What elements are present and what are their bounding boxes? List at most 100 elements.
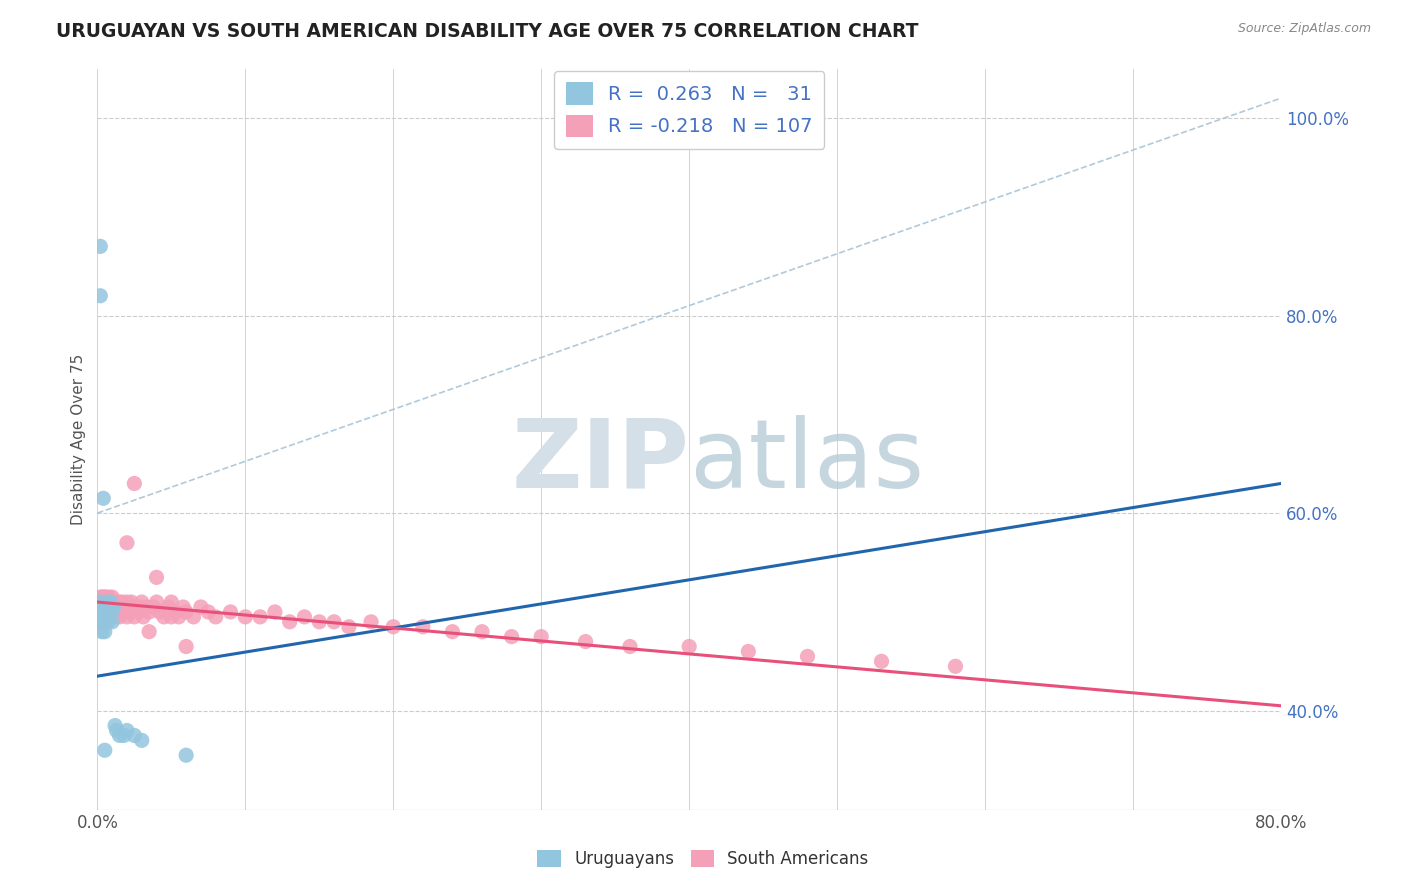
Point bbox=[107, 599, 129, 614]
Point bbox=[153, 610, 176, 624]
Point bbox=[98, 599, 121, 614]
Point bbox=[323, 615, 346, 629]
Point bbox=[90, 610, 112, 624]
Point bbox=[678, 640, 700, 654]
Point bbox=[360, 615, 382, 629]
Point bbox=[530, 630, 553, 644]
Point bbox=[737, 644, 759, 658]
Point bbox=[115, 535, 138, 549]
Point bbox=[100, 605, 122, 619]
Point bbox=[90, 610, 112, 624]
Point bbox=[441, 624, 464, 639]
Point bbox=[337, 620, 360, 634]
Point bbox=[91, 605, 114, 619]
Point bbox=[471, 624, 494, 639]
Point bbox=[131, 733, 153, 747]
Point bbox=[87, 615, 110, 629]
Point bbox=[160, 595, 183, 609]
Point bbox=[89, 590, 111, 604]
Point bbox=[87, 605, 110, 619]
Point bbox=[90, 624, 112, 639]
Point bbox=[117, 599, 139, 614]
Point bbox=[145, 570, 167, 584]
Point bbox=[131, 599, 153, 614]
Point bbox=[104, 718, 127, 732]
Point bbox=[233, 610, 256, 624]
Text: ZIP: ZIP bbox=[512, 415, 689, 508]
Point bbox=[118, 605, 141, 619]
Point bbox=[120, 595, 142, 609]
Point bbox=[91, 491, 114, 506]
Point bbox=[101, 610, 124, 624]
Point bbox=[97, 615, 120, 629]
Point bbox=[90, 590, 112, 604]
Point bbox=[870, 654, 893, 668]
Point bbox=[100, 595, 122, 609]
Point bbox=[94, 599, 117, 614]
Point bbox=[94, 595, 117, 609]
Point bbox=[197, 605, 219, 619]
Point bbox=[91, 599, 114, 614]
Point bbox=[157, 599, 180, 614]
Point bbox=[148, 605, 170, 619]
Point bbox=[145, 595, 167, 609]
Point bbox=[97, 605, 120, 619]
Point bbox=[412, 620, 434, 634]
Point bbox=[87, 610, 110, 624]
Point bbox=[89, 615, 111, 629]
Point bbox=[142, 599, 165, 614]
Point bbox=[112, 728, 135, 742]
Point bbox=[101, 615, 124, 629]
Point bbox=[108, 595, 131, 609]
Point bbox=[101, 595, 124, 609]
Point bbox=[97, 599, 120, 614]
Legend: Uruguayans, South Americans: Uruguayans, South Americans bbox=[530, 843, 876, 875]
Point bbox=[87, 595, 110, 609]
Point bbox=[219, 605, 242, 619]
Point bbox=[89, 289, 111, 303]
Point bbox=[96, 605, 118, 619]
Point bbox=[94, 615, 117, 629]
Point bbox=[124, 476, 146, 491]
Point bbox=[103, 605, 125, 619]
Point bbox=[89, 599, 111, 614]
Point bbox=[204, 610, 226, 624]
Point bbox=[128, 605, 150, 619]
Point bbox=[103, 599, 125, 614]
Point bbox=[96, 605, 118, 619]
Point bbox=[190, 599, 212, 614]
Point bbox=[264, 605, 287, 619]
Point bbox=[174, 640, 197, 654]
Point bbox=[308, 615, 330, 629]
Point bbox=[105, 605, 128, 619]
Point bbox=[174, 748, 197, 763]
Point bbox=[103, 595, 125, 609]
Point bbox=[165, 605, 187, 619]
Point bbox=[172, 599, 194, 614]
Point bbox=[101, 605, 124, 619]
Point bbox=[96, 595, 118, 609]
Point bbox=[90, 599, 112, 614]
Point bbox=[127, 599, 149, 614]
Point bbox=[94, 624, 117, 639]
Point bbox=[115, 595, 138, 609]
Point bbox=[97, 610, 120, 624]
Point bbox=[138, 605, 160, 619]
Point bbox=[115, 723, 138, 738]
Point bbox=[945, 659, 967, 673]
Point bbox=[160, 610, 183, 624]
Point bbox=[97, 595, 120, 609]
Point bbox=[94, 590, 117, 604]
Point bbox=[101, 590, 124, 604]
Point bbox=[104, 610, 127, 624]
Point bbox=[138, 624, 160, 639]
Point bbox=[131, 595, 153, 609]
Point bbox=[96, 615, 118, 629]
Point bbox=[167, 610, 190, 624]
Point bbox=[94, 605, 117, 619]
Point bbox=[294, 610, 316, 624]
Point bbox=[115, 610, 138, 624]
Point bbox=[124, 599, 146, 614]
Point bbox=[89, 610, 111, 624]
Point bbox=[105, 723, 128, 738]
